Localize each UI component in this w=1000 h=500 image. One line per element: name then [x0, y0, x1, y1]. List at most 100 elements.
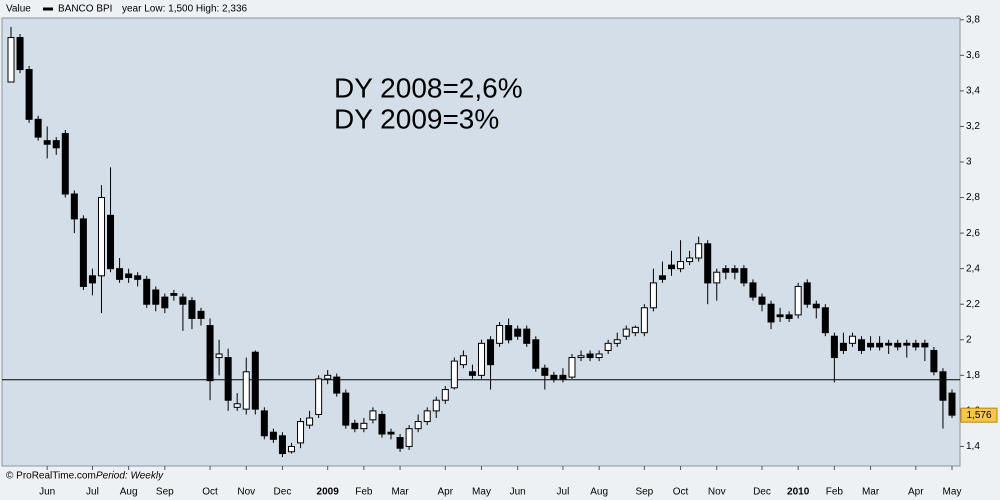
candle-body [776, 314, 784, 318]
candle-body [423, 410, 431, 423]
candle-body [839, 342, 847, 351]
x-tick-label: Apr [908, 487, 924, 498]
candle-body [342, 392, 350, 426]
last-price-box [960, 407, 998, 423]
candle-body [848, 335, 856, 344]
candle-body [324, 374, 332, 380]
annotation: DY 2008=2,6% [334, 72, 523, 103]
candle-body [505, 325, 513, 341]
candle-body [107, 214, 115, 270]
footer-source: © ProRealTime.com [6, 471, 96, 482]
candle-body [830, 335, 838, 359]
candle-body [731, 268, 739, 273]
y-tick-label: 3,4 [966, 86, 980, 97]
x-tick-label: Nov [237, 487, 255, 498]
candle-body [631, 326, 639, 334]
y-tick-label: 1,8 [966, 370, 980, 381]
x-tick-label: May [472, 487, 491, 498]
candle-body [61, 133, 69, 195]
candle-body [278, 435, 286, 455]
candle-body [559, 374, 567, 380]
candle-body [903, 342, 911, 346]
candle-body [143, 278, 151, 305]
candle-body [161, 296, 169, 309]
candle-body [487, 339, 495, 366]
x-tick-label: Aug [120, 487, 138, 498]
candle-body [297, 421, 305, 444]
candle-body [197, 310, 205, 319]
candle-body [532, 339, 540, 369]
candle-body [333, 376, 341, 394]
candle-body [740, 268, 748, 284]
candle-body [586, 353, 594, 359]
candle-body [921, 342, 929, 348]
candle-body [432, 399, 440, 412]
x-tick-label: Feb [355, 487, 373, 498]
candle-body [523, 328, 531, 344]
y-tick-label: 3,2 [966, 121, 980, 132]
candle-body [496, 325, 504, 344]
x-tick-label: Oct [673, 487, 689, 498]
candle-body [369, 410, 377, 421]
candle-body [52, 140, 60, 149]
x-tick-label: Dec [753, 487, 771, 498]
candle-body [242, 371, 250, 410]
candle-body [378, 413, 386, 435]
x-tick-label: Dec [274, 487, 292, 498]
y-tick-label: 3,6 [966, 50, 980, 61]
candle-body [658, 275, 666, 280]
candle-body [677, 261, 685, 270]
candle-body [188, 300, 196, 319]
y-tick-label: 2,2 [966, 299, 980, 310]
candle-body [613, 339, 621, 344]
candle-body [351, 422, 359, 430]
x-tick-label: 2010 [787, 487, 810, 498]
x-tick-label: Oct [202, 487, 218, 498]
candle-body [79, 218, 87, 287]
candle-body [668, 264, 676, 270]
x-tick-label: May [943, 487, 962, 498]
candle-body [405, 428, 413, 447]
x-tick-label: Jul [86, 487, 99, 498]
header-range: year Low: 1,500 High: 2,336 [122, 4, 248, 15]
candle-body [396, 437, 404, 449]
candle-body [604, 342, 612, 351]
candle-body [514, 328, 522, 337]
candle-body [360, 422, 368, 430]
y-tick-label: 2,4 [966, 263, 980, 274]
candle-body [97, 197, 105, 277]
candle-body [713, 271, 721, 284]
candle-body [478, 342, 485, 376]
x-tick-label: Mar [391, 487, 409, 498]
candle-body [858, 339, 866, 351]
candle-body [287, 445, 295, 453]
candle-body [450, 360, 458, 389]
candle-body [233, 403, 241, 408]
candle-body [939, 371, 947, 401]
candle-body [785, 314, 793, 319]
candle-body [758, 296, 766, 305]
y-tick-label: 2 [966, 334, 972, 345]
candle-body [43, 140, 51, 145]
candle-body [794, 285, 802, 316]
candle-body [867, 342, 875, 348]
candle-body [821, 307, 829, 334]
candle-body [459, 355, 467, 366]
x-tick-label: Jun [39, 487, 55, 498]
candle-body [640, 307, 648, 334]
y-tick-label: 1,4 [966, 441, 980, 452]
candle-body [34, 118, 42, 138]
x-tick-label: Apr [438, 487, 454, 498]
candle-body [116, 268, 124, 280]
candle-body [88, 275, 96, 284]
candle-body [179, 296, 187, 305]
last-price-label: 1,576 [966, 410, 991, 421]
x-tick-label: Mar [862, 487, 880, 498]
x-tick-label: 2009 [317, 487, 340, 498]
x-tick-label: Sep [156, 487, 174, 498]
candle-body [803, 282, 811, 305]
x-tick-label: Aug [590, 487, 608, 498]
y-tick-label: 3 [966, 157, 972, 168]
candle-body [812, 303, 820, 309]
